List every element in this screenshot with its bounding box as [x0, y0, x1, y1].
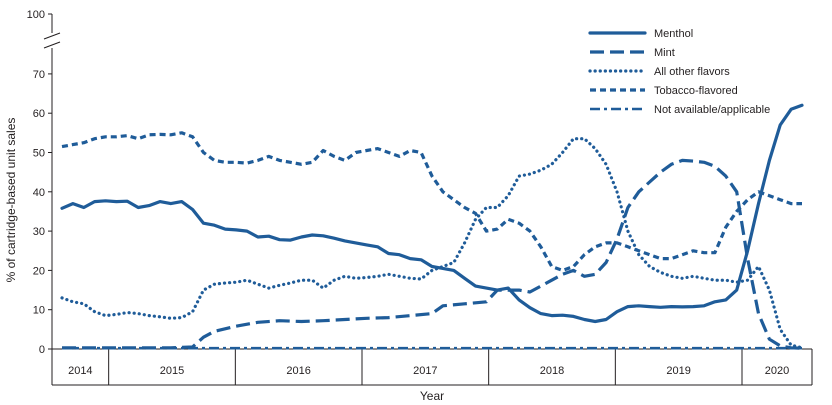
series-lines	[60, 103, 804, 350]
x-tick-label: 2015	[160, 365, 184, 377]
y-tick-label: 40	[33, 187, 45, 199]
y-tick-label: 100	[27, 9, 45, 21]
x-axis-title: Year	[420, 389, 444, 403]
legend-label: Not available/applicable	[654, 104, 770, 116]
y-tick-label: 20	[33, 265, 45, 277]
legend-label: Tobacco-flavored	[654, 85, 738, 97]
x-tick-label: 2016	[286, 365, 310, 377]
axis-break-mark	[40, 32, 61, 49]
y-tick-label: 30	[33, 226, 45, 238]
x-tick-label: 2019	[666, 365, 690, 377]
y-tick-label: 60	[33, 108, 45, 120]
y-tick-label: 0	[39, 344, 45, 356]
series-line-2	[60, 137, 804, 350]
x-ticks: 2014 2015 2016 2017 2018 2019 2020	[68, 349, 789, 385]
x-tick-label: 2020	[765, 365, 789, 377]
x-tick-label: 2018	[540, 365, 564, 377]
x-tick-label: 2017	[413, 365, 437, 377]
y-tick-label: 50	[33, 148, 45, 160]
series-line-3	[61, 131, 802, 272]
legend-label: Menthol	[654, 28, 693, 40]
legend-label: All other flavors	[654, 66, 730, 78]
y-tick-label: 70	[33, 69, 45, 81]
legend-label: Mint	[654, 47, 675, 59]
y-tick-label: 10	[33, 305, 45, 317]
series-line-0	[60, 103, 804, 324]
y-axis-title: % of cartridge-based unit sales	[4, 118, 18, 283]
legend: Menthol Mint All other flavors Tobacco-flav…	[588, 28, 770, 116]
y-ticks: 0 10 20 30 40 50 60 70 100	[27, 9, 52, 356]
x-tick-label: 2014	[68, 365, 92, 377]
series-line-1	[62, 158, 803, 350]
